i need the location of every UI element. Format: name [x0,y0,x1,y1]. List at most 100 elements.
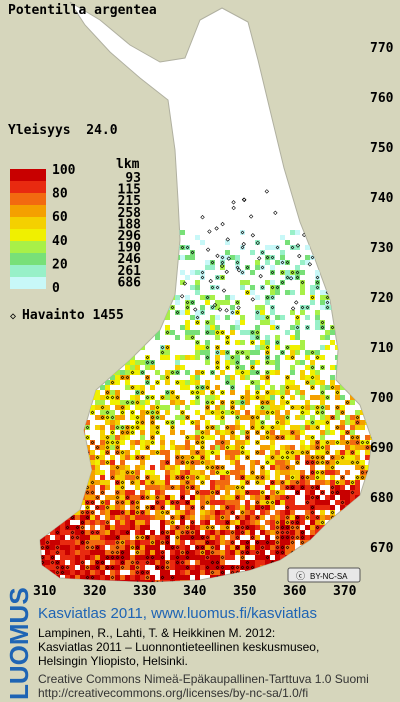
grid-cell [130,440,135,445]
grid-cell [290,505,295,510]
grid-cell [190,335,195,340]
grid-cell [335,490,340,495]
grid-cell [195,490,200,495]
grid-cell [260,320,265,325]
observation-marker [224,308,229,313]
grid-cell [320,555,325,560]
grid-cell [280,530,285,535]
grid-cell [55,425,60,430]
observation-marker [175,245,180,250]
grid-cell [235,310,240,315]
grid-cell [120,455,125,460]
grid-cell [235,400,240,405]
grid-cell [290,245,295,250]
observation-marker [325,420,330,425]
observation-marker [130,410,135,415]
observation-marker [210,570,215,575]
grid-cell [40,490,45,495]
grid-cell [85,555,90,560]
grid-cell [115,470,120,475]
observation-marker [55,505,60,510]
grid-cell [175,540,180,545]
grid-cell [355,410,360,415]
grid-cell [235,490,240,495]
observation-marker [250,340,255,345]
grid-cell [260,385,265,390]
grid-cell [55,445,60,450]
grid-cell [275,540,280,545]
grid-cell [290,485,295,490]
grid-cell [120,490,125,495]
grid-cell [200,480,205,485]
grid-cell [355,235,360,240]
grid-cell [105,530,110,535]
observation-marker [200,455,205,460]
observation-marker [75,535,80,540]
grid-cell [195,330,200,335]
observation-marker [285,505,290,510]
observation-marker [120,335,125,340]
grid-cell [105,380,110,385]
observation-marker [315,275,320,280]
observation-marker [80,350,85,355]
grid-cell [350,430,355,435]
grid-cell [120,565,125,570]
northing-label: 760 [370,91,394,106]
observation-marker [320,530,325,535]
grid-cell [100,490,105,495]
grid-cell [270,385,275,390]
grid-cell [290,445,295,450]
grid-cell [310,555,315,560]
grid-cell [325,235,330,240]
grid-cell [205,435,210,440]
observation-marker [240,525,245,530]
observation-marker [65,490,70,495]
grid-cell [225,550,230,555]
grid-cell [40,505,45,510]
observation-marker [75,480,80,485]
grid-cell [110,260,115,265]
grid-cell [275,555,280,560]
grid-cell [105,395,110,400]
grid-cell [290,470,295,475]
observation-marker [185,415,190,420]
grid-cell [160,305,165,310]
grid-cell [315,555,320,560]
grid-cell [200,555,205,560]
grid-cell [165,295,170,300]
grid-cell [280,525,285,530]
grid-cell [45,325,50,330]
observation-marker [145,335,150,340]
grid-cell [280,545,285,550]
grid-cell [160,465,165,470]
grid-cell [250,525,255,530]
grid-cell [250,530,255,535]
grid-cell [105,365,110,370]
grid-cell [155,505,160,510]
observation-marker [115,550,120,555]
grid-cell [180,550,185,555]
grid-cell [140,560,145,565]
grid-cell [80,475,85,480]
grid-cell [195,355,200,360]
grid-cell [350,520,355,525]
grid-cell [330,545,335,550]
grid-cell [70,505,75,510]
grid-cell [370,460,372,465]
grid-cell [250,565,255,570]
observation-marker [315,285,320,290]
observation-marker [255,430,260,435]
grid-cell [170,515,175,520]
grid-cell [55,300,60,305]
observation-marker [260,400,265,405]
observation-marker [120,510,125,515]
grid-cell [100,455,105,460]
grid-cell [45,575,50,580]
observation-marker [110,440,115,445]
observation-marker [275,540,280,545]
grid-cell [120,425,125,430]
grid-cell [60,535,65,540]
grid-cell [345,335,350,340]
grid-cell [230,570,235,575]
grid-cell [230,470,235,475]
